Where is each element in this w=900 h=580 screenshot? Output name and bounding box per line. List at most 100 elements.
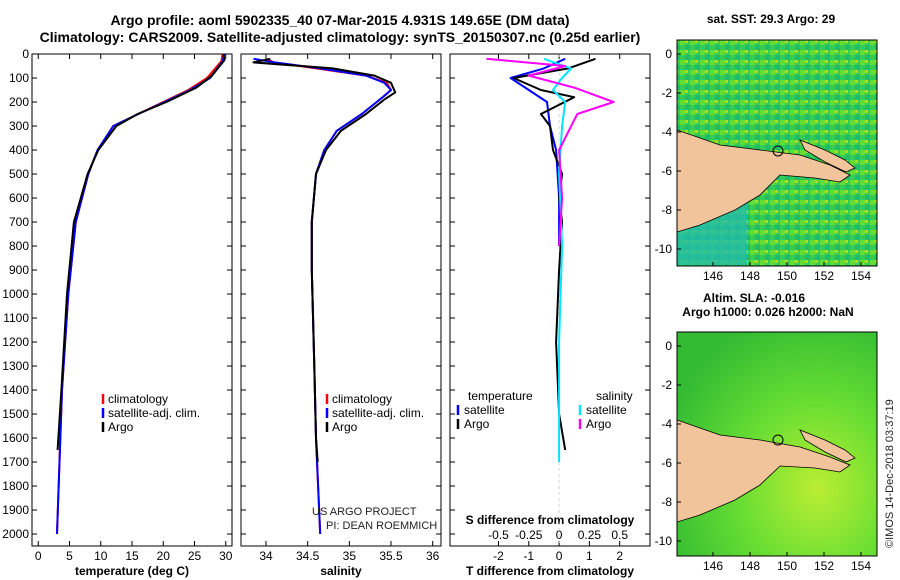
sla-map-ytick-label: -8 — [661, 495, 672, 509]
sst-map-xtick-label: 148 — [740, 269, 760, 283]
sla-map-xtick-label: 150 — [777, 559, 797, 573]
difference-legend-title-temperature: temperature — [468, 389, 533, 403]
temperature-ytick-label: 300 — [9, 119, 29, 133]
sla-map-ytick-label: 0 — [665, 339, 672, 353]
salinity-xtick-label: 36 — [426, 549, 440, 563]
temperature-ytick-label: 600 — [9, 191, 29, 205]
sst-map-xtick-label: 146 — [703, 269, 723, 283]
temperature-ytick-label: 1200 — [2, 335, 29, 349]
title-line-2: Climatology: CARS2009. Satellite-adjuste… — [40, 29, 641, 45]
sla-map-argo-marker — [772, 434, 784, 446]
difference-x2tick-label: 0.25 — [578, 528, 602, 542]
sst-map-title: sat. SST: 29.3 Argo: 29 — [707, 12, 836, 26]
salinity-xlabel: salinity — [320, 564, 362, 578]
sla-map-xtick-label: 146 — [703, 559, 723, 573]
temperature-ytick-label: 1100 — [3, 311, 29, 325]
temperature-panel: 0100200300400500600700800900100011001200… — [2, 47, 232, 578]
difference-series-temperature-satellite — [509, 57, 566, 246]
sla-map-ytick-label: -10 — [655, 534, 673, 548]
sst-map-land-png — [677, 129, 851, 233]
sst-map-ytick-label: -8 — [661, 203, 672, 217]
temperature-legend-label: satellite-adj. clim. — [108, 406, 200, 420]
temperature-ytick-label: 200 — [9, 95, 29, 109]
temperature-legend-label: Argo — [108, 420, 134, 434]
temperature-ytick-label: 700 — [9, 215, 29, 229]
sst-map-xtick-label: 150 — [777, 269, 797, 283]
sla-map-title-2: Argo h1000: 0.026 h2000: NaN — [682, 305, 853, 319]
temperature-ytick-label: 1700 — [2, 455, 29, 469]
temperature-ytick-label: 900 — [9, 263, 29, 277]
salinity-legend-label: Argo — [332, 420, 358, 434]
sst-map-ytick-label: 0 — [665, 47, 672, 61]
title-line-1: Argo profile: aoml 5902335_40 07-Mar-201… — [110, 12, 569, 28]
temperature-ytick-label: 400 — [9, 143, 29, 157]
sst-map-ytick-label: -6 — [661, 164, 672, 178]
difference-xtick-label: -1 — [523, 549, 534, 563]
sla-map-ytick-label: -4 — [661, 417, 672, 431]
temperature-xlabel: temperature (deg C) — [75, 564, 189, 578]
sla-map-panel: Altim. SLA: -0.016 Argo h1000: 0.026 h20… — [676, 291, 878, 557]
difference-xtick-label: 1 — [586, 549, 593, 563]
salinity-legend-label: climatology — [332, 392, 392, 406]
sst-map-ytick-label: -10 — [655, 242, 673, 256]
sla-map-land-png — [677, 419, 851, 523]
temperature-frame — [31, 53, 233, 547]
sla-map-land-island — [799, 429, 856, 463]
sst-map-ytick-label: -2 — [661, 86, 672, 100]
difference-x2tick-label: 0.5 — [611, 528, 628, 542]
difference-legend-label: Argo — [586, 417, 612, 431]
temperature-ytick-label: 1400 — [2, 383, 29, 397]
credit-project: US ARGO PROJECT — [312, 506, 417, 518]
difference-xtick-label: -2 — [493, 549, 504, 563]
temperature-xtick-label: 25 — [188, 549, 202, 563]
temperature-ytick-label: 1300 — [2, 359, 29, 373]
difference-series-temperature-argo — [512, 57, 596, 451]
sla-map-title-1: Altim. SLA: -0.016 — [703, 291, 805, 305]
salinity-frame — [240, 53, 442, 547]
sst-map-xtick-label: 152 — [814, 269, 834, 283]
map-axes: 146 148 150 152 154 0 -2 -4 -6 -8 -10 146 148 150 152 1… — [655, 47, 872, 573]
salinity-series-argo — [252, 57, 397, 463]
temperature-ytick-label: 1000 — [2, 287, 29, 301]
sst-map-ytick-label: -4 — [661, 125, 672, 139]
watermark: ©IMOS 14-Dec-2018 03:37:19 — [884, 399, 896, 548]
salinity-xtick-label: 35 — [343, 549, 357, 563]
difference-xtick-label: 0 — [556, 549, 563, 563]
temperature-ytick-label: 2000 — [2, 527, 29, 541]
sla-map-xtick-label: 152 — [814, 559, 834, 573]
difference-legend-title-salinity: salinity — [596, 389, 633, 403]
salinity-xtick-label: 34.5 — [296, 549, 320, 563]
sla-map-frame — [676, 331, 878, 557]
difference-legend-label: satellite — [586, 403, 627, 417]
temperature-series-argo — [56, 53, 226, 451]
temperature-ytick-label: 1600 — [2, 431, 29, 445]
sla-map-ytick-label: -6 — [661, 456, 672, 470]
temperature-xtick-label: 5 — [66, 549, 73, 563]
temperature-xtick-label: 0 — [35, 549, 42, 563]
temperature-xtick-label: 15 — [125, 549, 139, 563]
difference-x2label: S difference from climatology — [466, 513, 635, 527]
difference-panel: -2 -1 0 1 2-0.5 -0.25 0 0.25 0.5S difference fro… — [449, 53, 651, 578]
sst-map-land-island — [799, 139, 856, 173]
credit-pi: PI: DEAN ROEMMICH — [326, 520, 437, 532]
temperature-ytick-label: 500 — [9, 167, 29, 181]
difference-x2tick-label: -0.25 — [515, 528, 543, 542]
temperature-ytick-label: 0 — [22, 47, 29, 61]
difference-legend-label: Argo — [464, 417, 490, 431]
temperature-ytick-label: 100 — [9, 71, 29, 85]
temperature-xtick-label: 20 — [157, 549, 171, 563]
sst-map-argo-marker — [772, 145, 784, 157]
difference-legend-label: satellite — [464, 403, 505, 417]
temperature-xtick-label: 30 — [219, 549, 233, 563]
temperature-ytick-label: 1900 — [2, 503, 29, 517]
temperature-ytick-label: 1500 — [2, 407, 29, 421]
salinity-xtick-label: 34 — [259, 549, 273, 563]
difference-series-salinity-satellite — [543, 57, 573, 462]
difference-xtick-label: 2 — [616, 549, 623, 563]
sst-map-xtick-label: 154 — [851, 269, 871, 283]
difference-xlabel: T difference from climatology — [466, 564, 634, 578]
salinity-legend-label: satellite-adj. clim. — [332, 406, 424, 420]
salinity-xtick-label: 35.5 — [379, 549, 403, 563]
sst-map-panel: sat. SST: 29.3 Argo: 29 — [676, 12, 878, 267]
